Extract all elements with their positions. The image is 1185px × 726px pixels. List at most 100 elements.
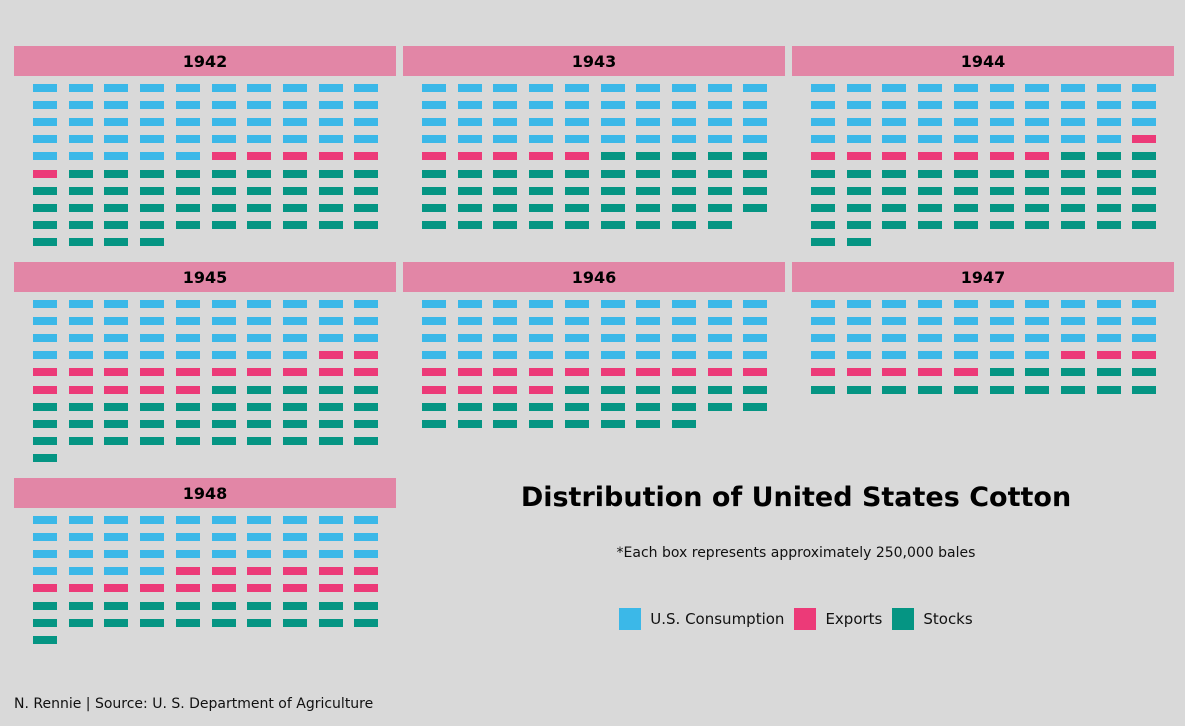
waffle-cell-us-consumption bbox=[422, 101, 446, 110]
waffle-cell-us-consumption bbox=[846, 334, 871, 343]
waffle-cell-stocks bbox=[989, 186, 1014, 195]
waffle-cell-stocks bbox=[33, 601, 57, 610]
waffle-cell-us-consumption bbox=[211, 550, 236, 559]
waffle-cell-us-consumption bbox=[918, 135, 943, 144]
waffle-cell-us-consumption bbox=[882, 317, 907, 326]
waffle-cell-stocks bbox=[493, 186, 518, 195]
waffle-cell-us-consumption bbox=[247, 317, 272, 326]
waffle-cell-us-consumption bbox=[68, 84, 93, 92]
waffle-cell-us-consumption bbox=[671, 351, 696, 360]
waffle-cell-stocks bbox=[318, 385, 343, 394]
waffle-cell-stocks bbox=[247, 402, 272, 411]
waffle-cell-us-consumption bbox=[1025, 101, 1050, 110]
waffle-cell-stocks bbox=[600, 186, 625, 195]
waffle-cell-us-consumption bbox=[422, 135, 446, 144]
waffle-cell-us-consumption bbox=[140, 152, 165, 161]
waffle-cell-us-consumption bbox=[918, 351, 943, 360]
waffle-cell-stocks bbox=[68, 618, 93, 627]
waffle-cell-stocks bbox=[882, 169, 907, 178]
waffle-cell-stocks bbox=[175, 436, 200, 445]
waffle-cell-stocks bbox=[1132, 203, 1157, 212]
waffle-cell-us-consumption bbox=[33, 118, 57, 127]
waffle-cell-stocks bbox=[354, 601, 379, 610]
waffle-cell-stocks bbox=[493, 402, 518, 411]
waffle-cell-us-consumption bbox=[953, 135, 978, 144]
waffle-cell-us-consumption bbox=[989, 334, 1014, 343]
waffle-cell-us-consumption bbox=[1025, 351, 1050, 360]
waffle-cell-us-consumption bbox=[211, 300, 236, 308]
waffle-cell-us-consumption bbox=[811, 317, 835, 326]
waffle-cell-us-consumption bbox=[175, 317, 200, 326]
waffle-cell-us-consumption bbox=[811, 118, 835, 127]
waffle-cell-us-consumption bbox=[318, 300, 343, 308]
waffle-cell-stocks bbox=[707, 402, 732, 411]
waffle-cell-exports bbox=[1025, 152, 1050, 161]
legend-label-stocks: Stocks bbox=[923, 610, 973, 628]
waffle-cell-stocks bbox=[175, 186, 200, 195]
waffle-cell-stocks bbox=[811, 186, 835, 195]
waffle-cell-stocks bbox=[318, 203, 343, 212]
waffle-cell-stocks bbox=[1096, 186, 1121, 195]
waffle-cell-stocks bbox=[707, 220, 732, 229]
waffle-cell-stocks bbox=[529, 186, 554, 195]
waffle-cell-exports bbox=[68, 368, 93, 377]
waffle-cell-stocks bbox=[636, 203, 661, 212]
waffle-cell-stocks bbox=[247, 220, 272, 229]
waffle-cell-stocks bbox=[104, 402, 129, 411]
waffle-cell-stocks bbox=[282, 402, 307, 411]
waffle-cell-stocks bbox=[846, 385, 871, 394]
waffle-cell-stocks bbox=[989, 169, 1014, 178]
legend-label-us-consumption: U.S. Consumption bbox=[650, 610, 785, 628]
waffle-cell-us-consumption bbox=[846, 135, 871, 144]
waffle-cell-us-consumption bbox=[175, 135, 200, 144]
waffle-cell-us-consumption bbox=[354, 300, 379, 308]
waffle-cell-us-consumption bbox=[247, 351, 272, 360]
waffle-cell-us-consumption bbox=[68, 334, 93, 343]
waffle-cell-exports bbox=[175, 385, 200, 394]
waffle-cell-stocks bbox=[882, 186, 907, 195]
waffle-cell-exports bbox=[211, 584, 236, 593]
waffle-cell-exports bbox=[318, 368, 343, 377]
waffle-cell-us-consumption bbox=[1025, 300, 1050, 308]
waffle-cell-stocks bbox=[707, 385, 732, 394]
waffle-cell-stocks bbox=[529, 169, 554, 178]
waffle-cell-us-consumption bbox=[989, 84, 1014, 92]
panel-header-1945: 1945 bbox=[14, 262, 396, 292]
waffle-cell-exports bbox=[882, 152, 907, 161]
waffle-cell-exports bbox=[600, 368, 625, 377]
legend-swatch-stocks bbox=[892, 608, 915, 630]
waffle-cell-us-consumption bbox=[354, 516, 379, 524]
chart-subtitle: *Each box represents approximately 250,0… bbox=[616, 545, 976, 561]
waffle-cell-stocks bbox=[33, 419, 57, 428]
waffle-cell-us-consumption bbox=[707, 118, 732, 127]
waffle-cell-exports bbox=[422, 368, 446, 377]
waffle-cell-stocks bbox=[1060, 220, 1085, 229]
waffle-cell-us-consumption bbox=[600, 351, 625, 360]
waffle-cell-us-consumption bbox=[600, 135, 625, 144]
waffle-cell-us-consumption bbox=[457, 317, 482, 326]
waffle-cell-stocks bbox=[175, 601, 200, 610]
waffle-cell-stocks bbox=[140, 169, 165, 178]
waffle-cell-exports bbox=[104, 385, 129, 394]
waffle-cell-us-consumption bbox=[318, 317, 343, 326]
waffle-cell-exports bbox=[846, 368, 871, 377]
waffle-cell-stocks bbox=[743, 385, 768, 394]
waffle-cell-us-consumption bbox=[671, 84, 696, 92]
waffle-cell-exports bbox=[918, 368, 943, 377]
waffle-cell-stocks bbox=[600, 169, 625, 178]
waffle-cell-us-consumption bbox=[811, 101, 835, 110]
waffle-cell-stocks bbox=[282, 385, 307, 394]
waffle-cell-exports bbox=[882, 368, 907, 377]
waffle-cell-stocks bbox=[1025, 385, 1050, 394]
waffle-cell-us-consumption bbox=[175, 101, 200, 110]
waffle-cell-exports bbox=[33, 169, 57, 178]
waffle-cell-exports bbox=[33, 584, 57, 593]
waffle-cell-stocks bbox=[493, 169, 518, 178]
waffle-cell-stocks bbox=[1096, 220, 1121, 229]
waffle-cell-exports bbox=[457, 368, 482, 377]
waffle-cell-us-consumption bbox=[707, 101, 732, 110]
waffle-cell-stocks bbox=[882, 220, 907, 229]
waffle-cell-exports bbox=[282, 368, 307, 377]
waffle-cell-stocks bbox=[282, 601, 307, 610]
waffle-cell-us-consumption bbox=[247, 118, 272, 127]
